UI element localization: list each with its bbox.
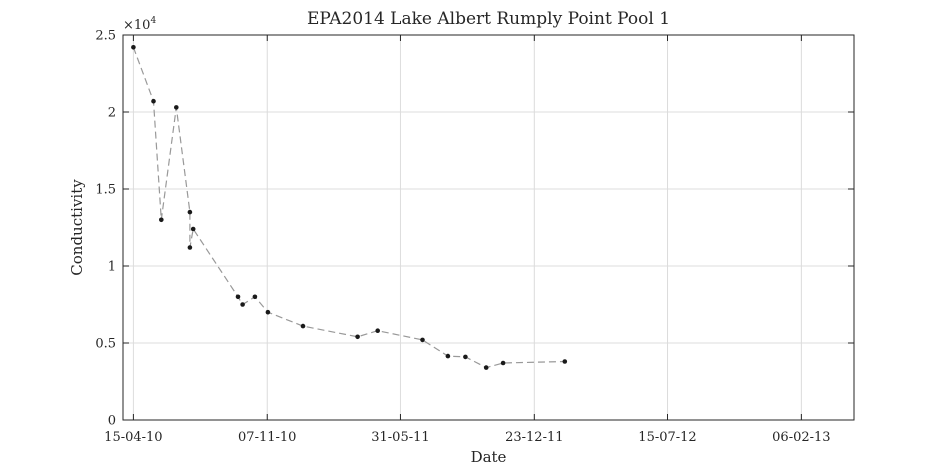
x-tick-label: 15-07-12 [638, 430, 696, 445]
x-tick-label: 15-04-10 [104, 430, 162, 445]
axis-ticks: 15-04-10 07-11-10 31-05-11 23-12-11 15-07-12… [95, 29, 854, 445]
data-point [252, 294, 258, 300]
data-point [131, 45, 136, 50]
data-point [187, 245, 193, 250]
data-point [235, 294, 241, 300]
y-axis-exponent-power: 4 [150, 16, 156, 26]
axes-frame [122, 34, 855, 421]
y-axis-exponent: ×104 [123, 16, 156, 33]
data-point [420, 337, 425, 343]
y-tick-label: 1 [108, 260, 116, 275]
x-tick-label: 23-12-11 [505, 430, 563, 445]
data-point [562, 359, 568, 364]
data-point [375, 328, 381, 334]
data-point [355, 334, 360, 340]
x-tick-label: 31-05-11 [371, 430, 429, 445]
grid [123, 35, 854, 420]
series-line [132, 47, 565, 369]
data-point [500, 360, 506, 366]
plot-area [123, 35, 854, 420]
data-point [190, 226, 196, 232]
x-tick-label: 07-11-10 [238, 430, 296, 445]
x-tick-label: 06-02-13 [772, 430, 830, 445]
chart-title: EPA2014 Lake Albert Rumply Point Pool 1 [307, 9, 670, 29]
y-tick-label: 1.5 [95, 183, 116, 198]
data-point [483, 365, 489, 370]
data-point [445, 353, 451, 359]
data-point [240, 302, 245, 307]
data-point [265, 309, 271, 315]
data-point [151, 98, 156, 104]
data-point [159, 217, 164, 223]
y-tick-label: 2 [108, 106, 116, 121]
y-tick-label: 0 [108, 414, 116, 429]
data-point [174, 105, 179, 110]
y-axis-label: Conductivity [68, 179, 86, 276]
data-point [187, 209, 193, 215]
data-point [463, 354, 468, 360]
y-axis-exponent-base: ×10 [123, 18, 150, 33]
x-axis-label: Date [471, 448, 507, 466]
y-tick-label: 0.5 [95, 337, 116, 352]
y-tick-label: 2.5 [95, 29, 116, 44]
data-point [300, 323, 306, 329]
data-series [131, 45, 568, 370]
